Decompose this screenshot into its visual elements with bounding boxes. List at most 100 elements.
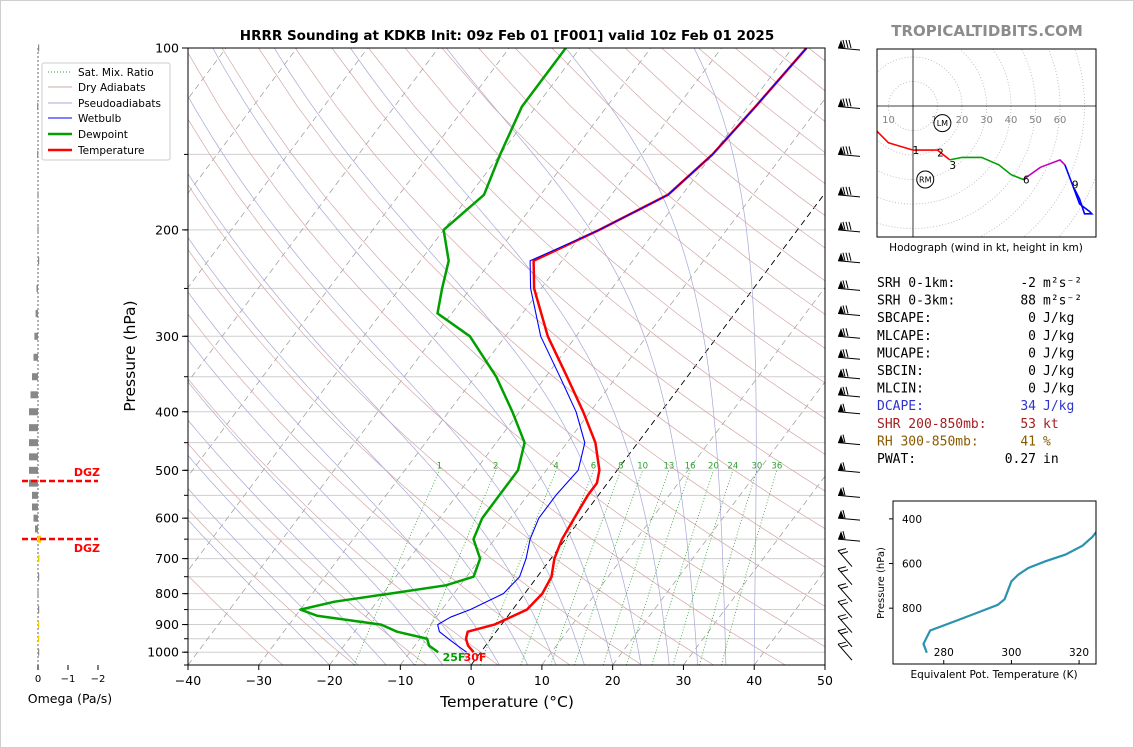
omega-tick-0: 0 [35, 674, 41, 685]
hodograph-height-label: 9 [1072, 179, 1079, 191]
index-unit: J/kg [1043, 311, 1074, 326]
dry-adiabat [188, 248, 642, 665]
y-tick-label: 700 [155, 551, 179, 566]
pseudoadiabat [188, 454, 387, 665]
theta-e-panel: 400 600 800 280 300 320 Pressure (hPa) Equiva… [876, 500, 1097, 681]
x-tick-label: 50 [817, 673, 833, 688]
omega-xlabel: Omega (Pa/s) [28, 691, 112, 706]
y-tick-label: 600 [155, 511, 179, 526]
mixing-ratio-line [353, 470, 440, 665]
omega-bar [33, 514, 38, 522]
omega-bar [37, 226, 39, 234]
index-row: MLCAPE: 0 J/kg [877, 329, 1074, 344]
isotherm [541, 286, 825, 665]
index-value: 0 [1028, 346, 1036, 361]
hodograph-trace [1022, 158, 1066, 181]
index-label: MUCAPE: [877, 346, 932, 361]
wind-barb [837, 531, 861, 542]
index-row: DCAPE: 34 J/kg [877, 399, 1074, 414]
hodograph-ring-label: 40 [1005, 115, 1018, 126]
mixing-ratio-label: 2 [493, 461, 498, 471]
wind-barb [837, 599, 853, 618]
index-value: 0 [1028, 364, 1036, 379]
index-label: SRH 0-1km: [877, 276, 955, 291]
index-value: 0 [1028, 382, 1036, 397]
omega-panel: DGZ DGZ 0 −1 −2 Omega (Pa/s) [22, 44, 112, 706]
dgz-top-label: DGZ [74, 466, 100, 479]
legend-pseudoadiabats: Pseudoadiabats [78, 98, 161, 110]
index-value: -2 [1020, 276, 1036, 291]
omega-bar [38, 257, 40, 265]
omega-bar [29, 439, 38, 447]
pseudoadiabat [188, 236, 529, 665]
mixing-ratio-line [651, 470, 714, 665]
index-value: 0 [1028, 329, 1036, 344]
dry-adiabat [188, 443, 427, 665]
wind-barbs [837, 39, 861, 661]
wind-barb [837, 462, 861, 473]
dry-adiabat [221, 48, 825, 607]
index-unit: J/kg [1043, 382, 1074, 397]
index-value: 53 [1020, 417, 1036, 432]
wind-barb [837, 39, 861, 51]
isotherm [188, 48, 368, 289]
theta-e-ylabel: Pressure (hPa) [876, 547, 887, 619]
omega-tick-1: −1 [61, 674, 76, 685]
isotherm [470, 192, 825, 665]
hodograph-trace [877, 130, 951, 161]
hodograph-height-label: 2 [937, 148, 944, 160]
index-value: 0 [1028, 311, 1036, 326]
wind-barb [837, 386, 861, 398]
index-row: SBCIN: 0 J/kg [877, 364, 1074, 379]
hodograph-trace [1064, 164, 1094, 215]
y-tick-label: 400 [155, 404, 179, 419]
wind-barb [837, 548, 853, 567]
isotherm [258, 48, 722, 665]
omega-bar [33, 353, 38, 361]
index-label: SBCAPE: [877, 311, 932, 326]
mixing-ratio-line [699, 470, 758, 665]
dry-adiabat [294, 48, 825, 530]
wind-barb [837, 186, 861, 198]
index-label: SRH 0-3km: [877, 294, 955, 309]
isotherm [753, 570, 825, 665]
pseudoadiabat [188, 419, 415, 665]
dry-adiabat [478, 48, 825, 349]
skewt-frame [187, 47, 826, 666]
dry-adiabat [188, 52, 825, 648]
index-unit: J/kg [1043, 364, 1074, 379]
pseudoadiabat [693, 48, 757, 665]
hodograph-panel: 1010203040506012369LMRM Hodograph (wind … [876, 48, 1097, 254]
theta-e-frame [892, 500, 1097, 665]
watermark: TROPICALTIDBITS.COM [891, 22, 1083, 40]
index-unit: in [1043, 452, 1059, 467]
wind-barb [837, 221, 861, 233]
index-unit: kt [1043, 417, 1059, 432]
pseudoadiabat [188, 338, 472, 665]
isotherm [188, 48, 581, 572]
wind-barb [837, 98, 861, 110]
hodograph-ring-label: 20 [956, 115, 969, 126]
x-tick-label: 0 [467, 673, 475, 688]
mixing-ratio-label: 1 [437, 461, 442, 471]
x-tick-label: 40 [746, 673, 762, 688]
lm-label: LM [937, 119, 948, 128]
dry-adiabat [331, 48, 825, 492]
omega-bar [29, 479, 38, 487]
omega-bar [29, 466, 38, 474]
index-label: MLCIN: [877, 382, 924, 397]
mixing-ratio-line [520, 470, 594, 665]
wind-barb [837, 510, 861, 521]
hodograph-frame [876, 48, 1097, 238]
omega-bar [36, 284, 38, 292]
dry-adiabat [368, 48, 825, 455]
pseudoadiabat [188, 172, 557, 665]
dewpoint-line [299, 48, 567, 654]
pseudoadiabat [565, 48, 727, 665]
mixing-ratio-label: 13 [664, 461, 675, 471]
wind-barb [837, 328, 861, 339]
isotherm [188, 48, 510, 477]
pseudoadiabat [273, 48, 642, 665]
legend-wetbulb: Wetbulb [78, 113, 122, 125]
index-label: DCAPE: [877, 399, 924, 414]
